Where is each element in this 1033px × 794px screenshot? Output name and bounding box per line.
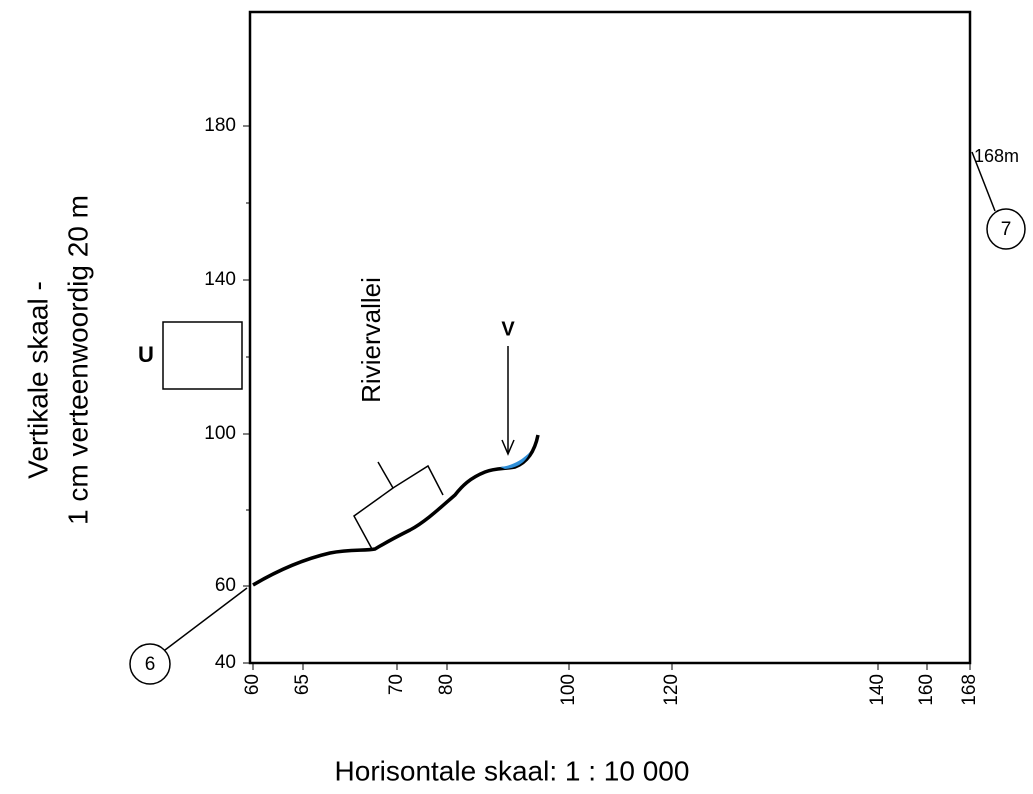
- valley-label: Riviervallei: [356, 277, 386, 403]
- box-label: U: [138, 342, 154, 367]
- frame: [248, 10, 972, 665]
- x-tick-label: 80: [436, 674, 457, 695]
- leader-6: [164, 587, 248, 651]
- profile-line: [252, 434, 540, 587]
- point-7-label: 7: [1001, 219, 1012, 240]
- x-tick-label: 160: [916, 674, 937, 706]
- x-tick-label: 70: [386, 674, 407, 695]
- y-tick-label: 140: [204, 269, 236, 290]
- vertical-scale-line1: Vertikale skaal -: [22, 281, 53, 479]
- x-tick-label: 100: [558, 674, 579, 706]
- box-u: [162, 321, 243, 390]
- circle-6: [129, 643, 171, 685]
- y-tick-label: 60: [215, 575, 236, 596]
- y-tick-label: 100: [204, 423, 236, 444]
- circle-7: [986, 208, 1026, 250]
- vertical-scale-line2: 1 cm verteenwoordig 20 m: [62, 195, 93, 525]
- x-tick-label: 168: [959, 674, 980, 706]
- y-tick-label: 180: [204, 115, 236, 136]
- y-tick-label: 40: [215, 652, 236, 673]
- horizontal-scale: Horisontale skaal: 1 : 10 000: [335, 755, 690, 786]
- arrow-label: V: [501, 318, 515, 340]
- x-tick-label: 140: [867, 674, 888, 706]
- x-tick-label: 65: [292, 674, 313, 695]
- leader-7: [971, 151, 996, 212]
- water: [500, 452, 530, 469]
- arrow-head: [501, 439, 515, 456]
- valley-bracket: [353, 461, 444, 550]
- point-6-label: 6: [145, 654, 156, 675]
- x-tick-label: 60: [242, 674, 263, 695]
- x-tick-label: 120: [661, 674, 682, 706]
- height-label: 168m: [974, 146, 1019, 166]
